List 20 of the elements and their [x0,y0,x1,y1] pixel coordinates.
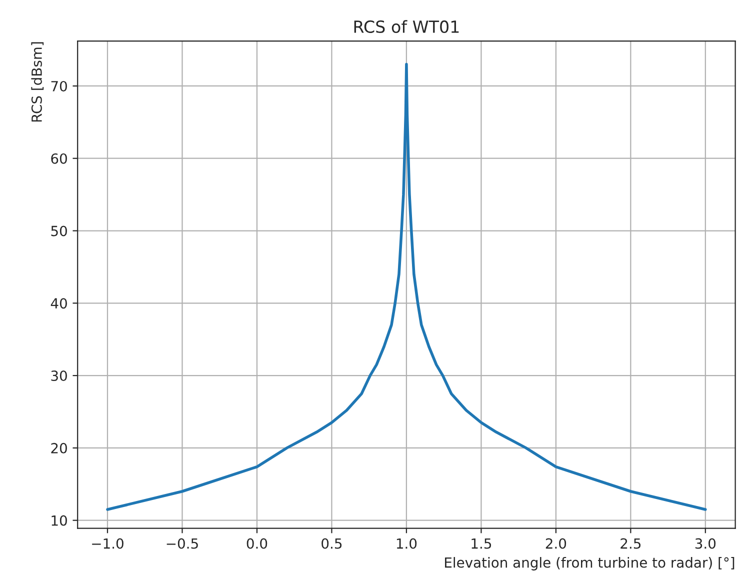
x-tick-label: 1.0 [396,538,417,549]
y-tick-label: 20 [51,442,67,454]
x-tick-label: 0.5 [322,538,342,549]
y-tick-label: 70 [51,80,67,92]
y-tick-label: 60 [51,153,67,164]
y-tick-label: 50 [51,226,67,236]
x-tick-label: 3.0 [695,538,716,549]
x-tick-label: −1.0 [92,538,124,549]
y-tick-label: 30 [51,370,67,382]
x-tick-label: −0.5 [166,538,198,549]
x-tick-label: 2.0 [546,538,566,549]
x-tick-label: 0.0 [246,538,268,549]
x-tick-label: 2.5 [620,538,640,549]
y-tick-label: 40 [50,298,67,309]
chart-title: RCS of WT01 [354,20,459,33]
line-series [106,62,707,511]
y-axis-title: RCS [dBsm] [31,42,44,122]
y-tick-label: 10 [52,515,67,526]
x-axis-title: Elevation angle (from turbine to radar) [°] [445,557,734,570]
x-tick-label: 1.5 [472,538,492,549]
